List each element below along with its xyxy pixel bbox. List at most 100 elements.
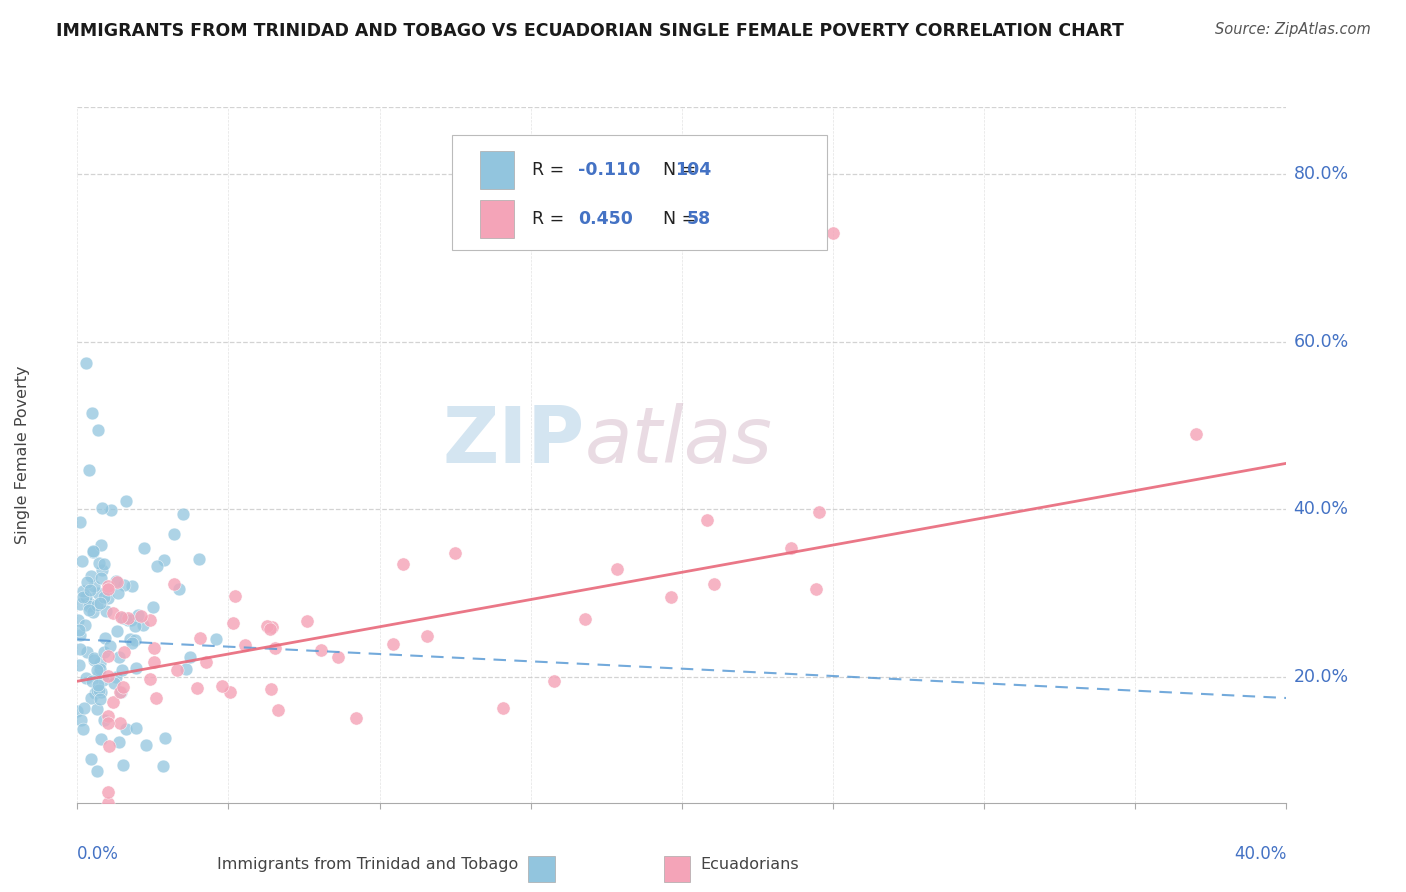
Text: atlas: atlas — [585, 403, 773, 479]
Text: Ecuadorians: Ecuadorians — [700, 857, 799, 872]
Point — [309, 643, 332, 657]
Text: Single Female Poverty: Single Female Poverty — [15, 366, 31, 544]
Point — [120, 632, 142, 646]
Point — [211, 679, 233, 693]
Point — [75, 356, 97, 370]
Point — [96, 785, 118, 799]
Point — [96, 578, 118, 592]
Point — [108, 684, 131, 698]
Text: R =: R = — [531, 161, 569, 179]
Point — [79, 583, 101, 598]
Point — [124, 633, 146, 648]
FancyBboxPatch shape — [479, 151, 513, 189]
Point — [91, 563, 114, 577]
Point — [779, 541, 801, 555]
Point — [69, 642, 91, 657]
Text: 20.0%: 20.0% — [1294, 668, 1348, 686]
Point — [80, 674, 103, 689]
Point — [96, 796, 118, 810]
Point — [100, 503, 122, 517]
Point — [91, 673, 114, 688]
Point — [80, 752, 103, 766]
Point — [97, 591, 120, 605]
Point — [416, 629, 439, 643]
Text: 40.0%: 40.0% — [1294, 500, 1348, 518]
Point — [444, 546, 467, 560]
Point — [696, 513, 718, 527]
Point — [66, 704, 89, 718]
Point — [67, 623, 90, 637]
Point — [86, 702, 108, 716]
Point — [89, 557, 111, 571]
Point — [221, 616, 243, 631]
Point — [96, 716, 118, 731]
Point — [807, 505, 830, 519]
Point — [344, 711, 367, 725]
Point — [134, 541, 156, 556]
Point — [1184, 427, 1206, 442]
Text: R =: R = — [531, 210, 569, 227]
Point — [256, 619, 278, 633]
Point — [111, 663, 134, 677]
Text: ZIP: ZIP — [443, 403, 585, 479]
Point — [186, 681, 208, 695]
Point — [163, 527, 186, 541]
Point — [72, 583, 94, 598]
Point — [204, 632, 226, 646]
Point — [143, 640, 166, 655]
Point — [233, 639, 256, 653]
Point — [67, 613, 90, 627]
Point — [73, 618, 96, 632]
Point — [143, 655, 166, 669]
Point — [94, 631, 117, 645]
Point — [139, 672, 162, 686]
Text: 0.0%: 0.0% — [77, 845, 120, 863]
Point — [86, 764, 108, 778]
Point — [96, 668, 118, 682]
Point — [86, 599, 108, 613]
Point — [73, 700, 96, 714]
Point — [77, 599, 100, 613]
Point — [72, 554, 94, 568]
FancyBboxPatch shape — [479, 200, 513, 238]
Text: IMMIGRANTS FROM TRINIDAD AND TOBAGO VS ECUADORIAN SINGLE FEMALE POVERTY CORRELAT: IMMIGRANTS FROM TRINIDAD AND TOBAGO VS E… — [56, 22, 1125, 40]
Point — [83, 652, 105, 666]
Point — [295, 614, 318, 628]
Point — [167, 582, 190, 596]
Point — [86, 678, 108, 692]
Point — [121, 636, 143, 650]
Point — [80, 569, 103, 583]
Text: N =: N = — [662, 161, 702, 179]
Point — [96, 582, 118, 596]
Text: 60.0%: 60.0% — [1294, 333, 1348, 351]
Point — [264, 640, 287, 655]
Point — [112, 758, 135, 772]
Point — [129, 609, 152, 624]
Point — [89, 596, 111, 610]
Point — [115, 494, 138, 508]
Point — [87, 423, 110, 437]
Point — [806, 582, 828, 597]
Point — [153, 731, 176, 746]
Point — [72, 591, 94, 605]
Point — [117, 610, 139, 624]
Point — [112, 578, 135, 592]
Point — [75, 590, 97, 604]
Point — [188, 631, 211, 645]
Point — [163, 577, 186, 591]
Point — [174, 662, 197, 676]
Point — [90, 685, 112, 699]
Point — [125, 721, 148, 735]
Point — [382, 636, 405, 650]
Point — [82, 543, 104, 558]
Point — [93, 645, 115, 659]
Point — [82, 605, 104, 619]
Point — [79, 597, 101, 611]
Point — [69, 598, 91, 612]
Point — [96, 708, 118, 723]
Point — [98, 739, 121, 753]
Point — [153, 553, 176, 567]
Point — [89, 571, 111, 585]
Point — [105, 670, 128, 684]
Point — [121, 579, 143, 593]
